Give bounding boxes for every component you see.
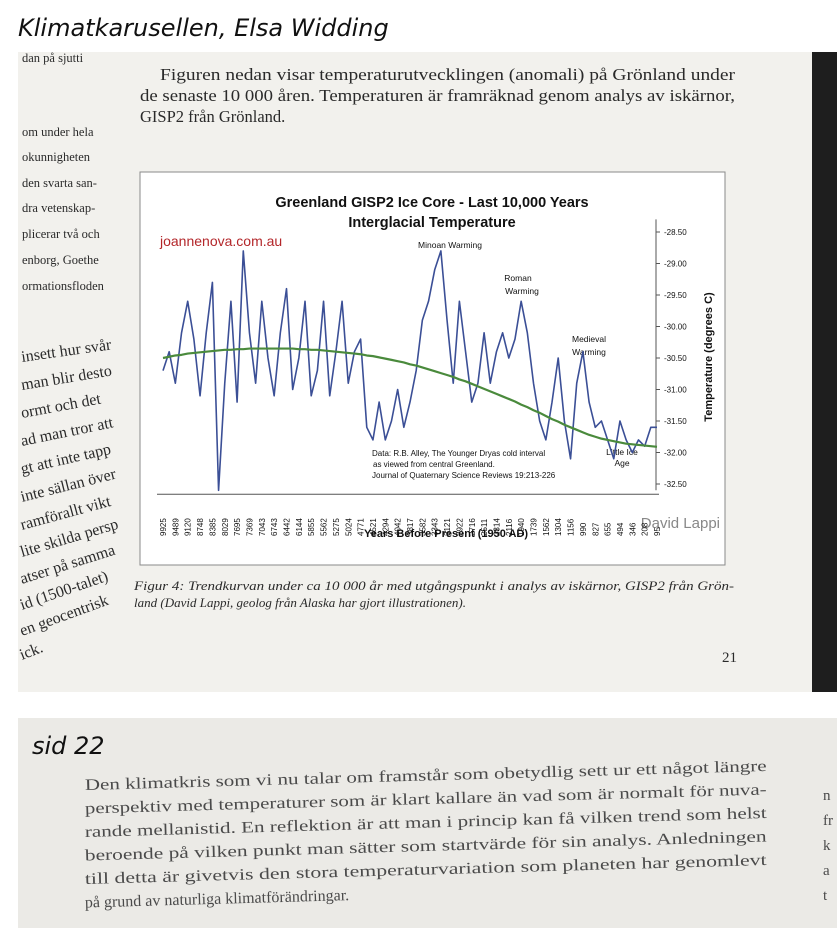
x-tick-label: 208 [641, 522, 650, 536]
x-tick-label: 95 [653, 527, 662, 536]
margin-line: den svarta san- [22, 176, 97, 190]
x-tick-label: 655 [604, 522, 613, 536]
x-tick-label: 1940 [517, 518, 526, 536]
x-tick-label: 5024 [344, 518, 353, 536]
x-tick-label: 9925 [159, 518, 168, 536]
x-tick-label: 9489 [171, 518, 180, 536]
x-tick-label: 8385 [208, 518, 217, 536]
x-tick-label: 2116 [505, 518, 514, 536]
annotation: Warming [505, 286, 539, 296]
margin-line: ormationsfloden [22, 279, 105, 293]
fragment: k [823, 838, 831, 854]
x-tick-label: 2716 [468, 518, 477, 536]
y-tick-label: -32.50 [664, 480, 687, 489]
photo-page-22 [18, 718, 837, 928]
margin-line: okunnigheten [22, 150, 91, 164]
x-tick-label: 5855 [307, 518, 316, 536]
y-tick-label: -31.50 [664, 417, 687, 426]
annotation: Roman [504, 273, 532, 283]
source-note: as viewed from central Greenland. [373, 460, 495, 469]
x-tick-label: 7369 [245, 518, 254, 536]
fragment: a [823, 863, 830, 879]
x-tick-label: 4521 [369, 518, 378, 536]
chart-title: Greenland GISP2 Ice Core - Last 10,000 Y… [275, 195, 588, 211]
x-tick-label: 990 [579, 522, 588, 536]
source-note: Data: R.B. Alley, The Younger Dryas cold… [372, 449, 545, 458]
paragraph-line: Figuren nedan visar temperaturutveckling… [160, 65, 736, 84]
line-series [162, 347, 658, 448]
y-tick-label: -32.00 [664, 449, 687, 458]
margin-line: enborg, Goethe [22, 253, 99, 267]
annotation: Age [614, 458, 629, 468]
x-tick-label: 2922 [455, 518, 464, 536]
y-tick-label: -29.00 [664, 260, 687, 269]
margin-line: om under hela [22, 125, 94, 139]
x-tick-label: 9120 [184, 518, 193, 536]
annotation: Medieval [572, 334, 606, 344]
y-tick-label: -31.00 [664, 386, 687, 395]
chart: Greenland GISP2 Ice Core - Last 10,000 Y… [157, 195, 720, 540]
x-tick-label: 6442 [283, 518, 292, 536]
x-tick-label: 7695 [233, 518, 242, 536]
x-tick-label: 2314 [492, 518, 501, 536]
annotation: Little Ice [606, 447, 638, 457]
x-tick-label: 6743 [270, 518, 279, 536]
x-tick-label: 5562 [320, 518, 329, 536]
header-title: Klimatkarusellen, Elsa Widding [18, 14, 389, 42]
y-tick-label: -29.50 [664, 291, 687, 300]
margin-line: dra vetenskap- [22, 201, 95, 215]
x-tick-label: 1156 [567, 518, 576, 536]
margin-line: plicerar två och [22, 227, 100, 241]
x-tick-label: 4771 [357, 518, 366, 536]
author-label: David Lappi [641, 515, 720, 532]
page-edge [812, 52, 837, 692]
margin-line: dan på sjutti [22, 51, 84, 65]
x-tick-label: 1562 [542, 518, 551, 536]
page-number: 21 [722, 650, 737, 666]
x-axis-title: Years Before Present (1950 AD) [364, 528, 528, 540]
source-label: joannenova.com.au [159, 233, 282, 249]
x-tick-label: 7043 [258, 518, 267, 536]
x-tick-label: 1304 [554, 518, 563, 536]
y-axis-title: Temperature (degrees C) [703, 292, 715, 422]
x-tick-label: 3582 [418, 518, 427, 536]
x-tick-label: 2511 [480, 518, 489, 536]
right-column-text: n fr kat [823, 788, 833, 904]
y-tick-label: -30.50 [664, 354, 687, 363]
paragraph-line: de senaste 10 000 åren. Temperaturen är … [140, 86, 735, 105]
fragment: t [823, 888, 828, 904]
x-tick-label: 1739 [530, 518, 539, 536]
x-tick-label: 346 [628, 522, 637, 536]
fragment: fr [823, 813, 833, 829]
x-tick-label: 4042 [394, 518, 403, 536]
x-tick-label: 3121 [443, 518, 452, 536]
paragraph: Figuren nedan visar temperaturutveckling… [140, 65, 736, 126]
caption: Figur 4: Trendkurvan under ca 10 000 år … [133, 578, 734, 610]
fragment: n [823, 788, 831, 804]
caption-line: Figur 4: Trendkurvan under ca 10 000 år … [133, 578, 734, 593]
x-tick-label: 8748 [196, 518, 205, 536]
annotation: Minoan Warming [418, 240, 482, 250]
x-tick-label: 8029 [221, 518, 230, 536]
line-series [162, 250, 657, 492]
y-tick-label: -28.50 [664, 228, 687, 237]
annotation: Warming [572, 347, 606, 357]
section-heading: sid 22 [32, 732, 105, 760]
x-tick-label: 494 [616, 522, 625, 536]
x-tick-label: 4294 [381, 518, 390, 536]
paragraph-line: GISP2 från Grönland. [140, 107, 285, 126]
x-tick-label: 3343 [431, 518, 440, 536]
x-tick-label: 827 [591, 522, 600, 536]
y-tick-label: -30.00 [664, 323, 687, 332]
x-tick-label: 3817 [406, 518, 415, 536]
chart-frame [139, 171, 726, 566]
caption-line: land (David Lappi, geolog från Alaska ha… [134, 595, 466, 610]
chart-subtitle: Interglacial Temperature [348, 215, 515, 231]
source-note: Journal of Quaternary Science Reviews 19… [372, 471, 556, 480]
x-tick-label: 6144 [295, 518, 304, 536]
x-tick-label: 5275 [332, 518, 341, 536]
